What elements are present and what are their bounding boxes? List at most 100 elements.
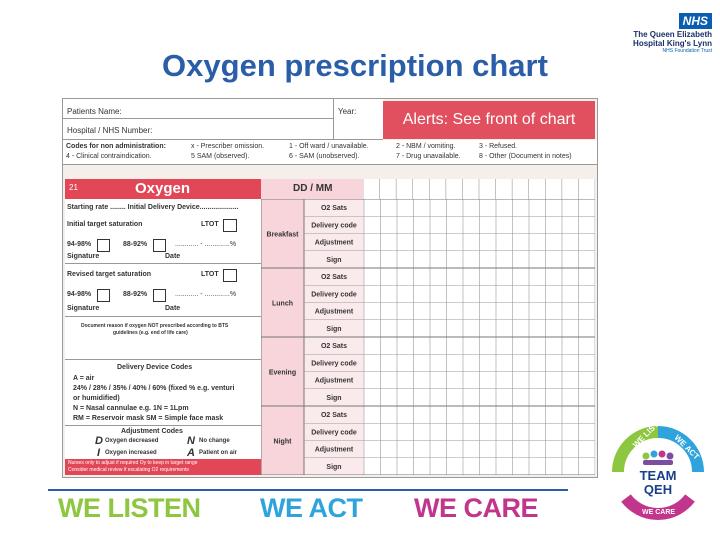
row-label: Delivery code xyxy=(311,360,357,367)
team-qeh-logo: WE LISTEN WE ACT WE CARE TEAM QEH xyxy=(612,418,704,520)
row-label: Delivery code xyxy=(311,429,357,436)
slide-title: Oxygen prescription chart xyxy=(162,48,548,83)
row-label: Adjustment xyxy=(315,240,354,247)
adj-code-a: A xyxy=(187,447,195,459)
signature-1: Signature xyxy=(67,253,100,260)
adj-code-d-text: Oxygen decreased xyxy=(105,438,159,444)
range-2b-box xyxy=(153,289,166,302)
footer-we-listen: WE LISTEN xyxy=(58,493,201,523)
observation-grid: Breakfast Lunch Evening Night O2 Sats Delive… xyxy=(261,199,595,475)
adj-code-d: D xyxy=(95,435,103,447)
ltot-1: LTOT xyxy=(201,221,219,228)
adjustment-codes-title: Adjustment Codes xyxy=(121,428,183,435)
adj-code-n-text: No change xyxy=(199,438,230,444)
date-columns xyxy=(363,179,595,199)
period-label: Night xyxy=(274,439,293,446)
nhs-badge: NHS xyxy=(678,13,712,29)
row-label: Adjustment xyxy=(315,378,354,385)
range-2c: ............ - .............% xyxy=(175,291,237,298)
row-label: Delivery code xyxy=(311,291,357,298)
row-label: Sign xyxy=(326,395,341,402)
device-code-humidified: or humidified) xyxy=(73,395,120,402)
code-4: 4 - Clinical contraindication. xyxy=(66,153,152,160)
code-6: 6 - SAM (unobserved). xyxy=(289,153,360,160)
left-panel: Starting rate ........ Initial Delivery … xyxy=(65,199,261,475)
code-5: 5 SAM (observed). xyxy=(191,153,250,160)
code-3: 3 - Refused. xyxy=(479,143,518,150)
oxygen-heading-bar: 21 Oxygen xyxy=(65,179,261,199)
starting-rate: Starting rate ........ Initial Delivery … xyxy=(67,204,239,211)
logo-line-1: The Queen Elizabeth xyxy=(633,30,712,39)
initial-target: Initial target saturation xyxy=(67,221,143,228)
code-8: 8 - Other (Document in notes) xyxy=(479,153,572,160)
patient-header: Patients Name: Hospital / NHS Number: xyxy=(63,99,383,140)
adj-code-i: I xyxy=(97,447,101,459)
device-code-masks: RM = Reservoir mask SM = Simple face mas… xyxy=(73,415,224,422)
row-label: Adjustment xyxy=(315,447,354,454)
doc-reason-line-1: Document reason if oxygen NOT prescribed… xyxy=(81,323,229,329)
period-label: Breakfast xyxy=(267,232,300,239)
row-label: O2 Sats xyxy=(321,343,347,350)
slide-title-wrap: Oxygen prescription chart xyxy=(0,48,720,84)
logo-line-3: NHS Foundation Trust xyxy=(662,48,712,54)
range-1c: ............ - .............% xyxy=(175,241,237,248)
team-logo-team: TEAM xyxy=(640,468,677,483)
range-2b: 88-92% xyxy=(123,291,148,298)
footnote-2: Consider medical review if escalating O2… xyxy=(68,467,189,473)
device-codes-title: Delivery Device Codes xyxy=(117,364,193,371)
adj-code-i-text: Oxygen increased xyxy=(105,450,157,456)
row-label: O2 Sats xyxy=(321,205,347,212)
ltot-2: LTOT xyxy=(201,271,219,278)
range-1b: 88-92% xyxy=(123,241,148,248)
range-1b-box xyxy=(153,239,166,252)
footer-rule xyxy=(48,489,568,491)
patient-name-label: Patients Name: xyxy=(67,107,122,116)
period-label: Lunch xyxy=(272,301,293,308)
date-1: Date xyxy=(165,253,181,260)
footer-we-care: WE CARE xyxy=(414,493,539,523)
doc-reason-line-2: guidelines (e.g. end of life care) xyxy=(113,330,188,336)
codes-block: Codes for non administration: x - Prescr… xyxy=(63,140,597,165)
range-2a: 94-98% xyxy=(67,291,92,298)
signature-2: Signature xyxy=(67,305,100,312)
nhs-logo: NHS The Queen Elizabeth Hospital King's … xyxy=(612,12,712,55)
date-header-cell: DD / MM xyxy=(261,179,363,199)
codes-heading: Codes for non administration: xyxy=(66,143,166,150)
device-code-nasal: N = Nasal cannulae e.g. 1N = 1Lpm xyxy=(73,405,189,412)
adj-code-a-text: Patient on air xyxy=(199,450,238,456)
device-code-air: A = air xyxy=(73,375,95,382)
footnote-bar: Nurses only to adjust if required Oy to … xyxy=(65,459,261,475)
footer-we-act: WE ACT xyxy=(260,493,363,523)
adj-code-n: N xyxy=(187,435,195,447)
alerts-banner: Alerts: See front of chart xyxy=(383,101,595,139)
code-1: 1 - Off ward / unavailable. xyxy=(289,143,369,150)
code-2: 2 - NBM / vomiting. xyxy=(396,143,456,150)
date-header: DD / MM xyxy=(293,183,333,194)
range-1a: 94-98% xyxy=(67,241,92,248)
row-label: Delivery code xyxy=(311,222,357,229)
year-label: Year: xyxy=(338,107,357,116)
code-7: 7 - Drug unavailable. xyxy=(396,153,461,160)
footnote-1: Nurses only to adjust if required Oy to … xyxy=(68,460,198,466)
section-number: 21 xyxy=(69,183,78,192)
row-label: Sign xyxy=(326,257,341,264)
people-icon xyxy=(642,450,674,465)
period-label: Evening xyxy=(269,370,296,377)
ltot-checkbox-1 xyxy=(223,219,237,232)
revised-target: Revised target saturation xyxy=(67,271,152,278)
team-logo-care: WE CARE xyxy=(642,509,675,516)
ltot-checkbox-2 xyxy=(223,269,237,282)
row-label: O2 Sats xyxy=(321,274,347,281)
hospital-number-label: Hospital / NHS Number: xyxy=(67,126,153,135)
row-label: Sign xyxy=(326,326,341,333)
logo-line-2: Hospital King's Lynn xyxy=(633,39,712,48)
team-logo-qeh: QEH xyxy=(644,482,672,497)
device-code-fixed: 24% / 28% / 35% / 40% / 60% (fixed % e.g… xyxy=(73,385,235,392)
oxygen-chart-image: Patients Name: Hospital / NHS Number: Ye… xyxy=(62,98,598,478)
date-2: Date xyxy=(165,305,181,312)
row-label: Sign xyxy=(326,464,341,471)
range-2a-box xyxy=(97,289,110,302)
section-title: Oxygen xyxy=(135,180,191,197)
row-label: O2 Sats xyxy=(321,412,347,419)
code-x: x - Prescriber omission. xyxy=(191,143,265,150)
